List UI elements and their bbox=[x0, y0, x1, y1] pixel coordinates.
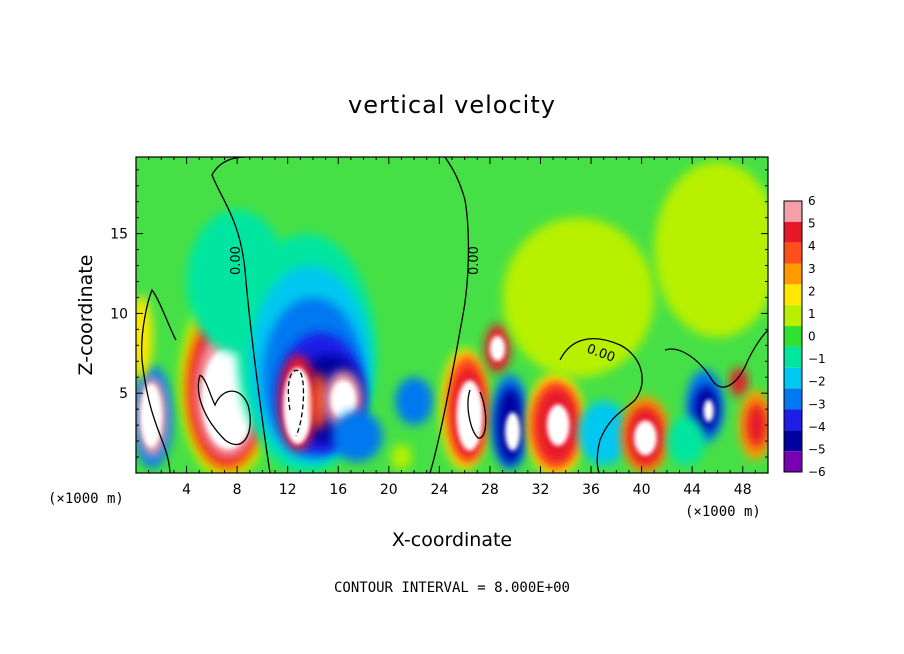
velocity-cell-saturated bbox=[283, 367, 313, 445]
y-axis: 5 10 15 bbox=[110, 169, 768, 458]
x-axis-label: X-coordinate bbox=[392, 529, 512, 551]
velocity-cell bbox=[666, 417, 705, 466]
x-tick-label: 20 bbox=[380, 482, 398, 498]
colorbar-label: −5 bbox=[808, 442, 826, 456]
colorbar-label: 6 bbox=[808, 194, 816, 208]
x-axis: 4 8 12 16 20 24 28 32 36 40 44 48 bbox=[148, 157, 756, 498]
chart-title: vertical velocity bbox=[348, 91, 556, 119]
zero-contour-line bbox=[559, 338, 643, 473]
colorbar-label: −6 bbox=[808, 465, 826, 479]
zero-contours bbox=[141, 157, 768, 473]
colorbar-swatch bbox=[784, 284, 802, 306]
colorbar-swatch bbox=[784, 430, 802, 452]
positive-contour-line bbox=[467, 389, 487, 439]
velocity-cell-saturated bbox=[546, 404, 570, 446]
colorbar-label: 0 bbox=[808, 330, 816, 344]
x-tick-label: 44 bbox=[683, 482, 701, 498]
contour-interval-footer: CONTOUR INTERVAL = 8.000E+00 bbox=[334, 580, 570, 596]
velocity-cell bbox=[136, 295, 153, 379]
y-tick-label: 5 bbox=[119, 386, 128, 402]
x-tick-label: 16 bbox=[329, 482, 347, 498]
velocity-cell-saturated bbox=[140, 383, 162, 448]
velocity-cell-saturated bbox=[505, 412, 521, 451]
velocity-cell-saturated bbox=[703, 399, 714, 422]
colorbar-swatch bbox=[784, 326, 802, 347]
colorbar-label: −1 bbox=[808, 352, 826, 366]
colorbar-swatch bbox=[784, 346, 802, 368]
x-tick-label: 24 bbox=[430, 482, 448, 498]
velocity-cell bbox=[395, 377, 434, 426]
x-tick-label: 8 bbox=[233, 482, 242, 498]
velocity-cell bbox=[654, 161, 768, 338]
zero-contour-line bbox=[664, 329, 768, 388]
y-axis-label: Z-coordinate bbox=[75, 255, 97, 376]
velocity-cell-saturated bbox=[330, 380, 356, 419]
velocity-cell bbox=[331, 410, 383, 462]
velocity-cell bbox=[502, 217, 655, 378]
colorbar-label: −4 bbox=[808, 420, 826, 434]
contour-label: 0.00 bbox=[467, 246, 482, 275]
x-tick-label: 28 bbox=[481, 482, 499, 498]
colorbar-frame bbox=[783, 200, 803, 473]
plot-area bbox=[135, 156, 769, 474]
colorbar-swatch bbox=[784, 451, 802, 472]
velocity-cell bbox=[311, 372, 327, 430]
colorbar-label: 5 bbox=[808, 217, 816, 231]
colorbar-label: 1 bbox=[808, 307, 816, 321]
colorbar-swatch bbox=[784, 305, 802, 327]
x-tick-label: 12 bbox=[279, 482, 297, 498]
x-tick-label: 48 bbox=[734, 482, 752, 498]
zero-contour-line bbox=[211, 157, 271, 473]
colorbar-swatch bbox=[784, 388, 802, 410]
colorbar-label: 2 bbox=[808, 284, 816, 298]
x-tick-label: 4 bbox=[182, 482, 191, 498]
velocity-cell bbox=[391, 444, 412, 470]
colorbar-swatch bbox=[784, 242, 802, 264]
colorbar-label: −3 bbox=[808, 397, 826, 411]
colorbar-swatch bbox=[784, 201, 802, 222]
x-tick-label: 40 bbox=[633, 482, 651, 498]
velocity-cells bbox=[136, 161, 768, 473]
x-tick-label: 36 bbox=[582, 482, 600, 498]
velocity-cell bbox=[746, 402, 767, 448]
positive-contour-line bbox=[197, 374, 251, 446]
colorbar-label: −2 bbox=[808, 375, 826, 389]
y-tick-label: 15 bbox=[110, 227, 128, 243]
colorbar-label: 4 bbox=[808, 239, 816, 253]
zero-contour-line bbox=[141, 288, 177, 473]
contour-label: 0.00 bbox=[229, 246, 244, 275]
colorbar-swatch bbox=[784, 409, 802, 431]
velocity-cell-saturated bbox=[456, 380, 483, 451]
velocity-cell-saturated bbox=[489, 335, 506, 362]
colorbar-swatch bbox=[784, 367, 802, 389]
x-unit-right: (×1000 m) bbox=[685, 504, 761, 520]
colorbar-label: 3 bbox=[808, 262, 816, 276]
colorbar-swatch bbox=[784, 263, 802, 285]
velocity-cell bbox=[730, 367, 748, 397]
x-tick-label: 32 bbox=[532, 482, 550, 498]
velocity-cell-saturated bbox=[634, 420, 657, 456]
x-unit-left: (×1000 m) bbox=[48, 491, 124, 507]
colorbar: 6 5 4 3 2 1 0 −1 −2 −3 −4 −5 −6 bbox=[783, 194, 826, 479]
colorbar-swatch bbox=[784, 221, 802, 243]
y-tick-label: 10 bbox=[110, 306, 128, 322]
zero-contour-line bbox=[429, 157, 470, 473]
